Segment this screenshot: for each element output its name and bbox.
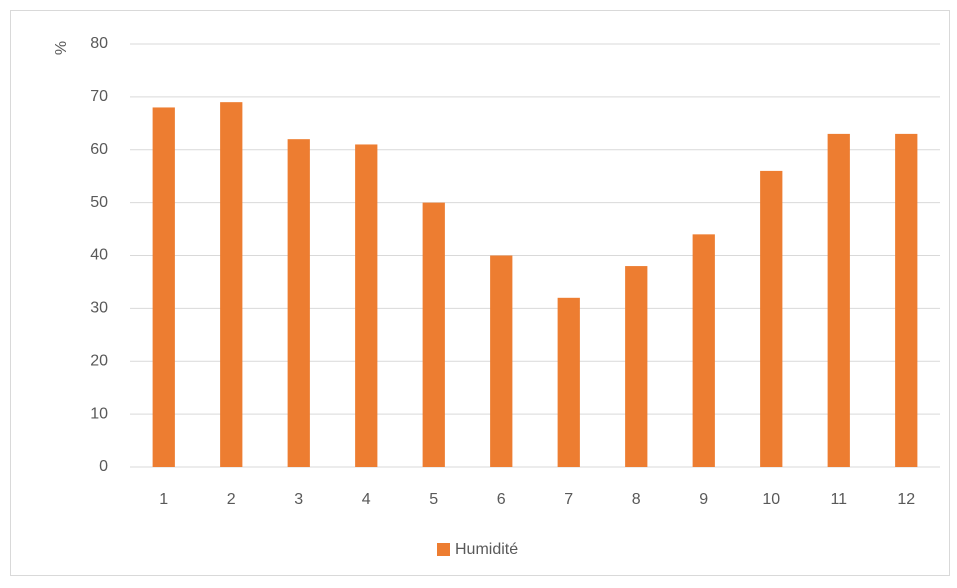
y-tick-label: 70 bbox=[90, 88, 108, 105]
y-tick-label: 50 bbox=[90, 194, 108, 211]
y-tick-label: 40 bbox=[90, 247, 108, 264]
x-tick-label: 7 bbox=[564, 491, 573, 508]
bar bbox=[760, 170, 783, 467]
x-tick-label: 10 bbox=[762, 491, 780, 508]
x-tick-label: 2 bbox=[227, 491, 236, 508]
bar bbox=[895, 133, 918, 467]
x-tick-label: 9 bbox=[699, 491, 708, 508]
y-tick-label: 60 bbox=[90, 141, 108, 158]
y-tick-label: 80 bbox=[90, 35, 108, 52]
bar bbox=[220, 102, 243, 467]
legend-label: Humidité bbox=[455, 541, 518, 558]
bar bbox=[422, 202, 445, 467]
bar bbox=[287, 139, 310, 468]
bar bbox=[355, 144, 378, 467]
x-tick-label: 5 bbox=[429, 491, 438, 508]
bar bbox=[827, 133, 850, 467]
x-tick-label: 4 bbox=[362, 491, 371, 508]
x-tick-label: 3 bbox=[294, 491, 303, 508]
chart-border bbox=[10, 10, 950, 576]
legend-swatch bbox=[437, 543, 450, 556]
x-tick-label: 12 bbox=[897, 491, 915, 508]
x-tick-label: 8 bbox=[632, 491, 641, 508]
y-tick-label: 30 bbox=[90, 300, 108, 317]
bar bbox=[692, 234, 715, 467]
bar bbox=[152, 107, 175, 467]
bar bbox=[490, 255, 513, 467]
bar bbox=[625, 266, 648, 467]
y-axis-label: % bbox=[53, 41, 70, 55]
y-tick-label: 20 bbox=[90, 352, 108, 369]
y-tick-label: 10 bbox=[90, 405, 108, 422]
x-tick-label: 11 bbox=[830, 491, 847, 508]
y-tick-label: 0 bbox=[99, 458, 108, 475]
bar bbox=[557, 297, 580, 467]
x-tick-label: 6 bbox=[497, 491, 506, 508]
x-tick-label: 1 bbox=[159, 491, 168, 508]
